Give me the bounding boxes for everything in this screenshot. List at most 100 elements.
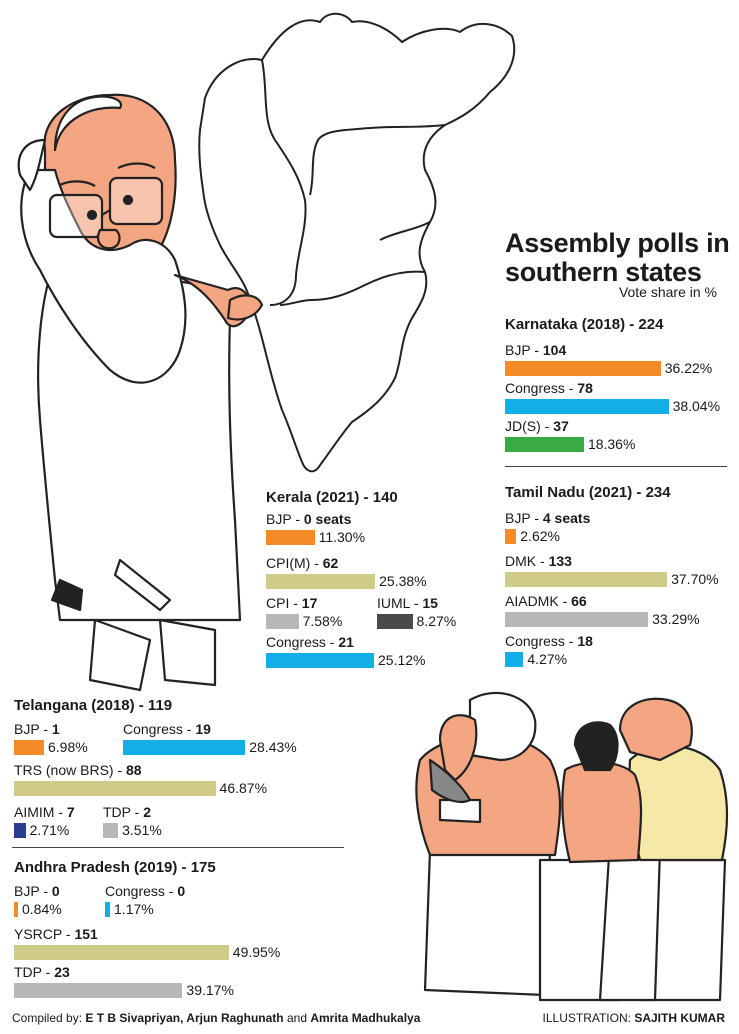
party-name-aimim: AIMIM - <box>14 804 67 820</box>
party-name-bjp: BJP - <box>505 510 543 526</box>
vote-share-tdp: 3.51% <box>122 822 162 838</box>
party-name-bjp: BJP - <box>14 721 52 737</box>
vote-share-trs-now-brs: 46.87% <box>219 780 268 796</box>
vote-share-congress: 4.27% <box>527 651 568 667</box>
vote-share-congress: 1.17% <box>114 901 154 917</box>
party-label-trs-now-brs: TRS (now BRS) - 88 <box>14 762 142 778</box>
party-seats-trs-now-brs: 88 <box>126 762 142 778</box>
party-seats-congress: 19 <box>195 721 211 737</box>
party-label-iuml: IUML - 15 <box>377 595 438 611</box>
party-name-congress: Congress - <box>123 721 196 737</box>
vote-share-aiadmk: 33.29% <box>652 611 700 627</box>
vote-share-congress: 38.04% <box>672 398 721 414</box>
bar-aiadmk <box>505 612 649 627</box>
party-label-tdp: TDP - 2 <box>103 804 151 820</box>
vote-share-bjp: 0.84% <box>22 901 62 917</box>
party-label-bjp: BJP - 0 seats <box>266 511 351 527</box>
party-name-cpi: CPI - <box>266 595 302 611</box>
vote-share-tdp: 39.17% <box>186 982 234 998</box>
compiler-last: Amrita Madhukalya <box>310 1011 421 1025</box>
vote-share-jd-s: 18.36% <box>587 436 636 452</box>
compiled-by-credit: Compiled by: E T B Sivapriyan, Arjun Rag… <box>12 1011 420 1025</box>
party-seats-bjp: 104 <box>542 342 567 358</box>
party-label-congress: Congress - 78 <box>505 380 593 396</box>
party-seats-tdp: 2 <box>143 804 151 820</box>
state-heading: Tamil Nadu (2021) - 234 <box>505 484 671 501</box>
state-heading: Kerala (2021) - 140 <box>266 489 398 506</box>
party-seats-cpi-m: 62 <box>322 555 339 571</box>
party-seats-bjp: 4 seats <box>542 510 591 526</box>
party-name-congress: Congress - <box>505 633 578 649</box>
vote-share-aimim: 2.71% <box>29 822 70 838</box>
party-label-congress: Congress - 0 <box>105 883 185 899</box>
divider <box>505 466 727 467</box>
vote-share-cpi-m: 25.38% <box>379 573 427 589</box>
party-label-congress: Congress - 19 <box>123 721 211 737</box>
party-label-bjp: BJP - 104 <box>505 342 566 358</box>
vote-share-bjp: 6.98% <box>48 739 88 755</box>
bar-congress <box>505 399 669 414</box>
south-india-map <box>198 12 516 473</box>
party-name-tdp: TDP - <box>103 804 144 820</box>
party-label-cpi-m: CPI(M) - 62 <box>266 555 338 571</box>
party-seats-ysrcp: 151 <box>74 926 98 942</box>
bar-bjp <box>266 530 315 545</box>
party-name-bjp: BJP - <box>266 511 304 527</box>
bar-tdp <box>14 983 183 998</box>
party-name-jd-s: JD(S) - <box>505 418 554 434</box>
vote-share-ysrcp: 49.95% <box>232 944 281 960</box>
chart-title-line-1: Assembly polls in <box>505 228 730 258</box>
party-label-bjp: BJP - 4 seats <box>505 510 590 526</box>
state-heading: Karnataka (2018) - 224 <box>505 316 664 333</box>
state-heading: Andhra Pradesh (2019) - 175 <box>14 859 216 876</box>
party-name-tdp: TDP - <box>14 964 55 980</box>
party-label-bjp: BJP - 1 <box>14 721 60 737</box>
party-seats-aiadmk: 66 <box>571 593 587 609</box>
party-label-aimim: AIMIM - 7 <box>14 804 75 820</box>
party-label-congress: Congress - 18 <box>505 633 593 649</box>
party-seats-tdp: 23 <box>54 964 70 980</box>
vote-share-bjp: 36.22% <box>664 360 713 376</box>
bar-aimim <box>14 823 26 838</box>
chart-title-line-2: southern states <box>505 257 702 287</box>
party-name-ysrcp: YSRCP - <box>14 926 75 942</box>
party-label-aiadmk: AIADMK - 66 <box>505 593 587 609</box>
bar-jd-s <box>505 437 584 452</box>
vote-share-cpi: 7.58% <box>302 613 343 629</box>
chart-title: Assembly polls in southern states <box>505 228 730 287</box>
party-seats-bjp: 0 seats <box>303 511 352 527</box>
party-seats-bjp: 0 <box>51 883 60 899</box>
party-seats-cpi: 17 <box>301 595 318 611</box>
party-seats-congress: 18 <box>577 633 593 649</box>
party-name-cpi-m: CPI(M) - <box>266 555 323 571</box>
bar-bjp <box>14 740 44 755</box>
bar-congress <box>105 902 111 917</box>
party-name-bjp: BJP - <box>505 342 543 358</box>
party-seats-iuml: 15 <box>422 595 438 611</box>
party-name-congress: Congress - <box>266 634 339 650</box>
bar-cpi-m <box>266 574 376 589</box>
party-name-aiadmk: AIADMK - <box>505 593 572 609</box>
party-seats-congress: 78 <box>577 380 593 396</box>
party-name-iuml: IUML - <box>377 595 423 611</box>
bar-congress <box>123 740 246 755</box>
bar-iuml <box>377 614 413 629</box>
party-label-bjp: BJP - 0 <box>14 883 60 899</box>
bar-cpi <box>266 614 299 629</box>
party-seats-congress: 0 <box>177 883 186 899</box>
party-name-congress: Congress - <box>505 380 578 396</box>
bar-bjp <box>505 529 517 544</box>
vote-share-dmk: 37.70% <box>671 571 719 587</box>
illustration-prefix: ILLUSTRATION: <box>542 1011 631 1025</box>
party-name-congress: Congress - <box>105 883 178 899</box>
bar-bjp <box>505 361 661 376</box>
divider <box>12 847 344 848</box>
party-name-bjp: BJP - <box>14 883 52 899</box>
compiler-and: and <box>286 1011 307 1025</box>
vote-share-bjp: 2.62% <box>520 528 560 544</box>
party-label-cpi: CPI - 17 <box>266 595 317 611</box>
party-label-congress: Congress - 21 <box>266 634 354 650</box>
party-seats-jd-s: 37 <box>553 418 569 434</box>
vote-share-congress: 25.12% <box>378 652 426 668</box>
bar-ysrcp <box>14 945 229 960</box>
